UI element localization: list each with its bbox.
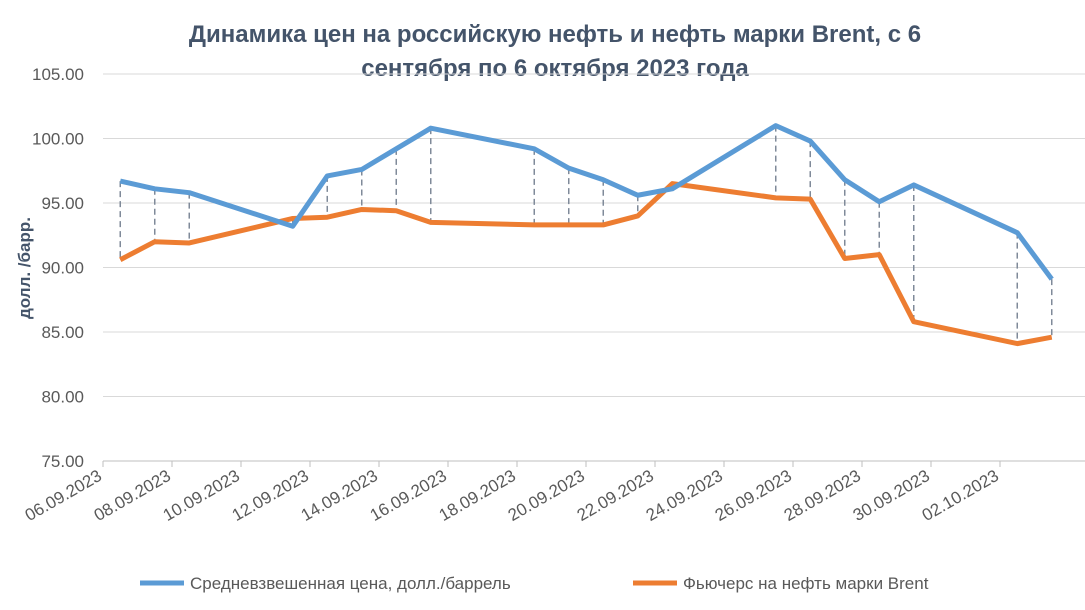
y-tick-label: 85.00: [41, 323, 84, 342]
chart-title: Динамика цен на российскую нефть и нефть…: [188, 21, 922, 82]
x-tick-label: 08.09.2023: [91, 466, 174, 525]
x-tick-label: 30.09.2023: [850, 466, 933, 525]
x-tick-label: 02.10.2023: [919, 466, 1002, 525]
series-line-urals: [119, 123, 1054, 281]
y-tick-label: 105.00: [32, 65, 84, 84]
x-tick-label: 28.09.2023: [781, 466, 864, 525]
legend-label: Средневзвешенная цена, долл./баррель: [190, 574, 511, 593]
x-tick-label: 06.09.2023: [22, 466, 105, 525]
y-tick-label: 80.00: [41, 388, 84, 407]
x-tick-label: 26.09.2023: [712, 466, 795, 525]
y-tick-label: 75.00: [41, 452, 84, 471]
y-tick-label: 90.00: [41, 259, 84, 278]
legend-label: Фьючерс на нефть марки Brent: [683, 574, 929, 593]
x-tick-label: 24.09.2023: [643, 466, 726, 525]
x-tick-label: 12.09.2023: [229, 466, 312, 525]
x-tick-label: 16.09.2023: [367, 466, 450, 525]
x-tick-label: 18.09.2023: [436, 466, 519, 525]
x-tick-label: 10.09.2023: [160, 466, 243, 525]
series-line-brent: [119, 181, 1053, 347]
x-tick-label: 20.09.2023: [505, 466, 588, 525]
y-tick-label: 95.00: [41, 194, 84, 213]
x-tick-label: 14.09.2023: [298, 466, 381, 525]
y-axis-title: долл. /барр.: [15, 217, 34, 319]
y-tick-label: 100.00: [32, 130, 84, 149]
x-tick-label: 22.09.2023: [574, 466, 657, 525]
